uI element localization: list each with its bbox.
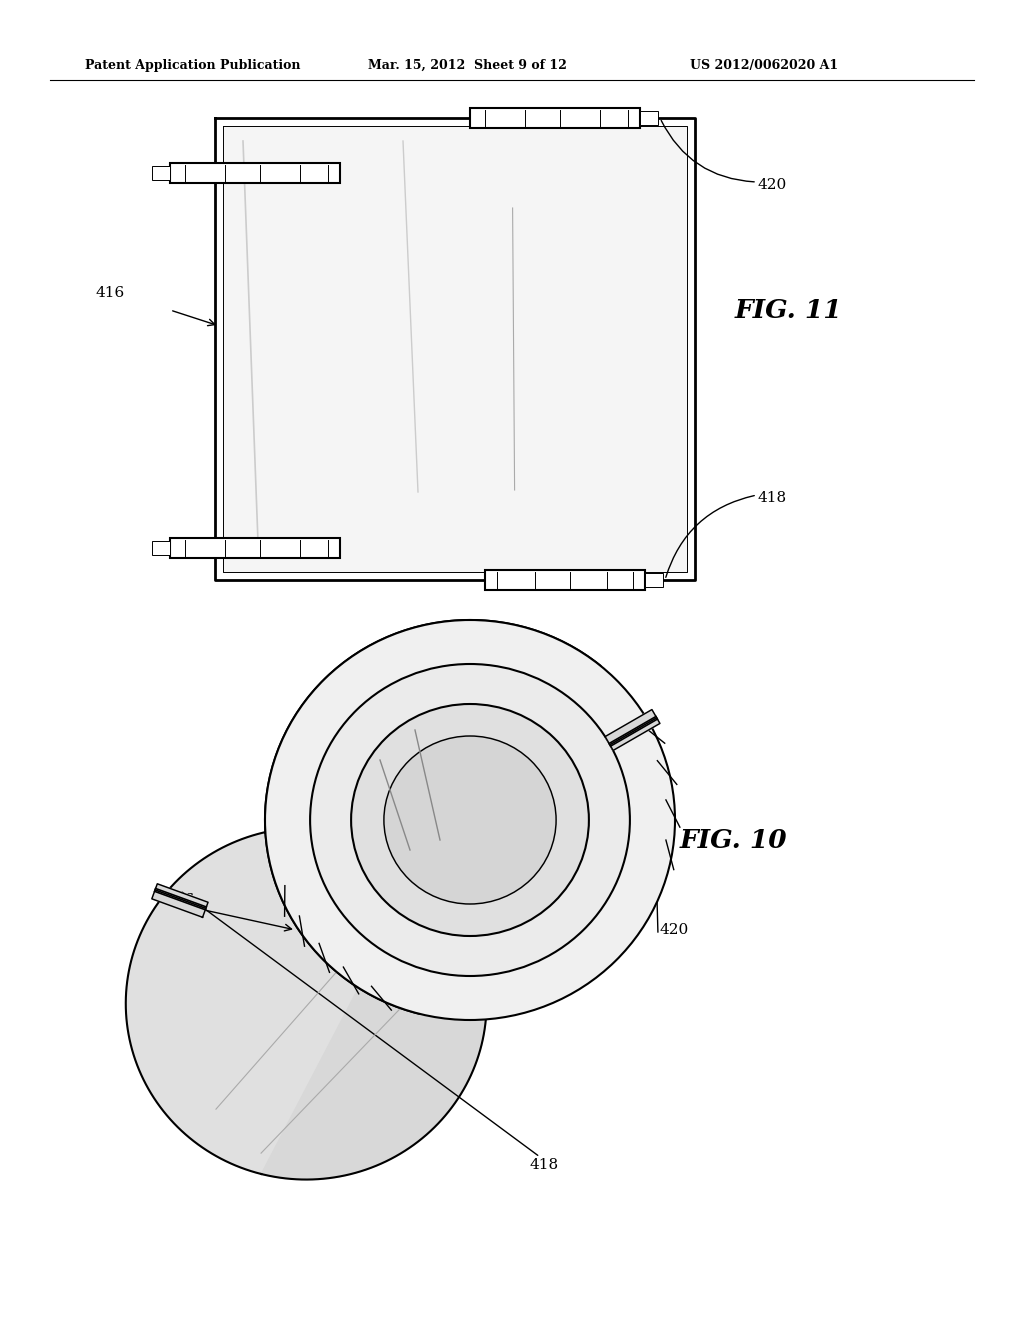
Bar [645, 573, 663, 587]
Text: 420: 420 [660, 923, 689, 937]
Bar [152, 541, 170, 554]
Bar [470, 108, 640, 128]
Bar [640, 111, 658, 125]
Polygon shape [126, 620, 601, 1173]
Text: Patent Application Publication: Patent Application Publication [85, 58, 300, 71]
Text: Mar. 15, 2012  Sheet 9 of 12: Mar. 15, 2012 Sheet 9 of 12 [368, 58, 567, 71]
Text: 416: 416 [165, 894, 195, 907]
Ellipse shape [310, 664, 630, 975]
Bar [485, 570, 645, 590]
Bar [170, 539, 340, 558]
Text: US 2012/0062020 A1: US 2012/0062020 A1 [690, 58, 838, 71]
Ellipse shape [384, 737, 556, 904]
Text: 418: 418 [758, 491, 787, 506]
Bar [152, 166, 170, 180]
Polygon shape [261, 869, 486, 1180]
Text: 420: 420 [758, 178, 787, 191]
Polygon shape [605, 710, 659, 751]
Ellipse shape [265, 620, 675, 1020]
Bar [223, 125, 687, 572]
Ellipse shape [351, 704, 589, 936]
Text: FIG. 11: FIG. 11 [735, 297, 843, 322]
Text: 416: 416 [95, 286, 124, 300]
Text: 418: 418 [530, 1158, 559, 1172]
Polygon shape [152, 884, 208, 917]
Bar [170, 162, 340, 183]
Text: FIG. 10: FIG. 10 [680, 828, 787, 853]
